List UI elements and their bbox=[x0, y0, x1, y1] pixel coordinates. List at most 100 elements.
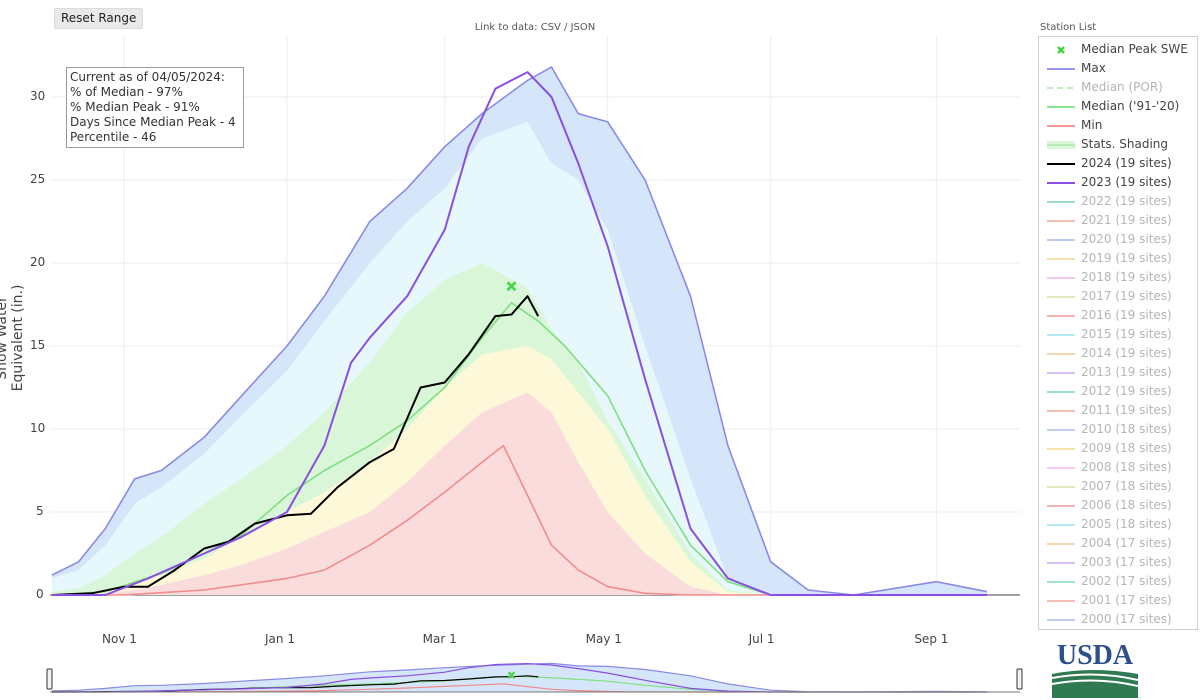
legend-swatch bbox=[1047, 619, 1075, 621]
usda-logo-text: USDA bbox=[1057, 640, 1134, 671]
legend-swatch bbox=[1047, 391, 1075, 393]
legend-label: 2008 (18 sites) bbox=[1081, 460, 1172, 474]
legend-label: 2011 (19 sites) bbox=[1081, 403, 1172, 417]
median-peak-marker bbox=[506, 281, 517, 292]
info-percent-median: % of Median - 97% bbox=[70, 85, 183, 99]
legend-swatch bbox=[1047, 182, 1075, 184]
legend-label: 2019 (19 sites) bbox=[1081, 251, 1172, 265]
legend-item[interactable]: 2023 (19 sites) bbox=[1039, 174, 1197, 193]
legend-item[interactable]: 2005 (18 sites) bbox=[1039, 516, 1197, 535]
legend-item[interactable]: 2015 (19 sites) bbox=[1039, 326, 1197, 345]
legend-swatch bbox=[1047, 141, 1075, 149]
legend-swatch bbox=[1047, 258, 1075, 260]
info-days-since-peak: Days Since Median Peak - 4 bbox=[70, 115, 236, 129]
legend-label: 2000 (17 sites) bbox=[1081, 612, 1172, 626]
y-tick-label: 25 bbox=[30, 172, 46, 186]
legend-item[interactable]: 2009 (18 sites) bbox=[1039, 440, 1197, 459]
status-info-box: Current as of 04/05/2024: % of Median - … bbox=[66, 67, 244, 148]
y-axis-label: Snow Water Equivalent (in.) bbox=[0, 284, 26, 392]
legend-item[interactable]: 2019 (19 sites) bbox=[1039, 250, 1197, 269]
legend-label: 2014 (19 sites) bbox=[1081, 346, 1172, 360]
data-links-prefix: Link to data: bbox=[474, 22, 541, 33]
legend-swatch bbox=[1047, 467, 1075, 469]
slider-handle-right[interactable] bbox=[1016, 668, 1023, 690]
legend-item[interactable]: Median Peak SWE bbox=[1039, 41, 1197, 60]
legend-item[interactable]: 2010 (18 sites) bbox=[1039, 421, 1197, 440]
legend-label: Median (POR) bbox=[1081, 80, 1163, 94]
legend-item[interactable]: Min bbox=[1039, 117, 1197, 136]
legend-label: 2021 (19 sites) bbox=[1081, 213, 1172, 227]
y-tick-label: 10 bbox=[30, 421, 46, 435]
legend-item[interactable]: 2003 (17 sites) bbox=[1039, 554, 1197, 573]
legend-item[interactable]: 2021 (19 sites) bbox=[1039, 212, 1197, 231]
legend-label: 2022 (19 sites) bbox=[1081, 194, 1172, 208]
x-tick-label: May 1 bbox=[585, 632, 622, 646]
series-line bbox=[51, 66, 988, 596]
legend-item[interactable]: 2014 (19 sites) bbox=[1039, 345, 1197, 364]
legend-item[interactable]: 2020 (19 sites) bbox=[1039, 231, 1197, 250]
legend-item[interactable]: 2022 (19 sites) bbox=[1039, 193, 1197, 212]
legend-item[interactable]: 2018 (19 sites) bbox=[1039, 269, 1197, 288]
legend-label: Min bbox=[1081, 118, 1103, 132]
legend-item[interactable]: 2016 (19 sites) bbox=[1039, 307, 1197, 326]
legend: Median Peak SWE Max Median (POR) Median ('9… bbox=[1038, 36, 1198, 630]
legend-swatch bbox=[1047, 106, 1075, 108]
legend-label: Median Peak SWE bbox=[1081, 42, 1188, 56]
legend-swatch bbox=[1047, 600, 1075, 602]
legend-swatch bbox=[1047, 353, 1075, 355]
legend-label: 2012 (19 sites) bbox=[1081, 384, 1172, 398]
legend-item[interactable]: 2013 (19 sites) bbox=[1039, 364, 1197, 383]
series-line bbox=[51, 295, 540, 596]
info-current-as-of: Current as of 04/05/2024: bbox=[70, 70, 225, 84]
legend-label: 2020 (19 sites) bbox=[1081, 232, 1172, 246]
legend-label: 2023 (19 sites) bbox=[1081, 175, 1172, 189]
legend-item[interactable]: Stats. Shading bbox=[1039, 136, 1197, 155]
legend-item[interactable]: Max bbox=[1039, 60, 1197, 79]
slider-band bbox=[51, 663, 988, 692]
legend-label: 2015 (19 sites) bbox=[1081, 327, 1172, 341]
legend-item[interactable]: 2006 (18 sites) bbox=[1039, 497, 1197, 516]
legend-label: 2017 (19 sites) bbox=[1081, 289, 1172, 303]
slider-series-line bbox=[51, 662, 988, 693]
legend-item[interactable]: 2001 (17 sites) bbox=[1039, 592, 1197, 611]
legend-label: Max bbox=[1081, 61, 1106, 75]
legend-label: 2013 (19 sites) bbox=[1081, 365, 1172, 379]
legend-swatch bbox=[1047, 87, 1075, 89]
csv-link[interactable]: CSV bbox=[540, 22, 561, 33]
y-tick-label: 0 bbox=[36, 587, 44, 601]
legend-item[interactable]: 2000 (17 sites) bbox=[1039, 611, 1197, 629]
series-line bbox=[51, 444, 988, 596]
legend-item[interactable]: Median ('91-'20) bbox=[1039, 98, 1197, 117]
reset-range-button[interactable]: Reset Range bbox=[54, 8, 144, 29]
legend-swatch bbox=[1047, 334, 1075, 336]
legend-label: 2006 (18 sites) bbox=[1081, 498, 1172, 512]
legend-item[interactable]: 2011 (19 sites) bbox=[1039, 402, 1197, 421]
slider-handle-left[interactable] bbox=[46, 668, 53, 690]
legend-swatch bbox=[1047, 581, 1075, 583]
legend-item[interactable]: 2008 (18 sites) bbox=[1039, 459, 1197, 478]
legend-label: 2001 (17 sites) bbox=[1081, 593, 1172, 607]
band-min bbox=[51, 445, 988, 595]
legend-swatch bbox=[1047, 296, 1075, 298]
legend-item[interactable]: 2002 (17 sites) bbox=[1039, 573, 1197, 592]
legend-label: 2016 (19 sites) bbox=[1081, 308, 1172, 322]
legend-swatch bbox=[1047, 543, 1075, 545]
legend-item[interactable]: 2024 (19 sites) bbox=[1039, 155, 1197, 174]
legend-item[interactable]: Median (POR) bbox=[1039, 79, 1197, 98]
legend-swatch bbox=[1047, 277, 1075, 279]
legend-swatch bbox=[1047, 429, 1075, 431]
legend-item[interactable]: 2012 (19 sites) bbox=[1039, 383, 1197, 402]
legend-item[interactable]: 2004 (17 sites) bbox=[1039, 535, 1197, 554]
legend-label: Stats. Shading bbox=[1081, 137, 1169, 151]
legend-item[interactable]: 2007 (18 sites) bbox=[1039, 478, 1197, 497]
legend-swatch bbox=[1047, 239, 1075, 241]
legend-label: 2009 (18 sites) bbox=[1081, 441, 1172, 455]
y-tick-label: 30 bbox=[30, 89, 46, 103]
x-tick-label: Jan 1 bbox=[265, 632, 295, 646]
range-slider[interactable] bbox=[46, 662, 1023, 693]
legend-item[interactable]: 2017 (19 sites) bbox=[1039, 288, 1197, 307]
legend-swatch bbox=[1047, 448, 1075, 450]
json-link[interactable]: JSON bbox=[570, 22, 596, 33]
station-list-label: Station List bbox=[1040, 22, 1097, 33]
x-tick-label: Sep 1 bbox=[914, 632, 949, 646]
